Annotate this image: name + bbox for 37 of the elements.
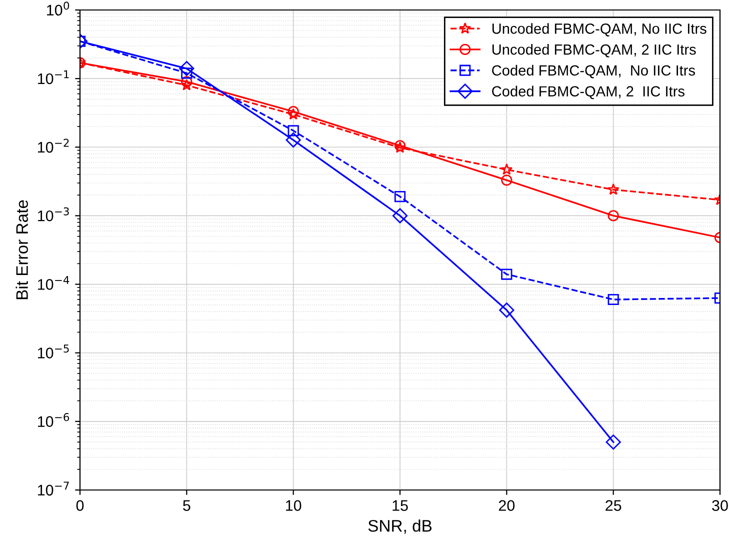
point xyxy=(288,106,299,118)
y-tick-label: 10$^{−6}$ xyxy=(38,413,70,427)
point xyxy=(500,163,513,175)
point xyxy=(392,208,408,224)
y-axis-title: Bit Error Rate xyxy=(16,200,28,300)
x-tick-label: 30 xyxy=(712,500,728,511)
x-tick-label: 10 xyxy=(286,500,302,511)
point xyxy=(501,174,512,186)
point xyxy=(181,76,192,88)
x-axis-title: SNR, dB xyxy=(368,520,432,534)
y-tick-label: 10$^{−3}$ xyxy=(38,207,69,222)
x-tick-label: 5 xyxy=(183,500,190,511)
point xyxy=(608,294,619,306)
point xyxy=(606,434,621,450)
point xyxy=(286,132,301,148)
y-tick-label: 10$^{−1}$ xyxy=(38,70,69,84)
x-tick-label: 25 xyxy=(606,500,622,511)
legend-label: Coded FBMC-QAM, 2 IIC Itrs xyxy=(492,86,684,100)
point xyxy=(501,268,512,280)
point xyxy=(608,210,619,222)
x-tick-label: 15 xyxy=(392,500,408,511)
point xyxy=(179,60,194,76)
y-tick-label: 10$^{−2}$ xyxy=(38,138,69,153)
y-tick-label: 10$^{−7}$ xyxy=(38,482,69,496)
y-tick-label: 10$^{−4}$ xyxy=(38,276,70,290)
legend-label: Uncoded FBMC-QAM, 2 IIC Itrs xyxy=(492,44,696,58)
point xyxy=(394,191,406,202)
y-tick-label: 10$^{0}$ xyxy=(47,2,70,16)
point xyxy=(607,183,620,195)
legend-label: Coded FBMC-QAM, No IIC Itrs xyxy=(492,64,696,78)
y-tick-label: 10$^{−5}$ xyxy=(38,344,69,358)
point xyxy=(180,78,193,90)
legend-label: Uncoded FBMC-QAM, No IIC Itrs xyxy=(492,23,706,36)
x-tick-label: 0 xyxy=(76,500,84,511)
point xyxy=(499,302,514,318)
x-tick-label: 20 xyxy=(498,500,515,511)
point xyxy=(288,125,299,136)
